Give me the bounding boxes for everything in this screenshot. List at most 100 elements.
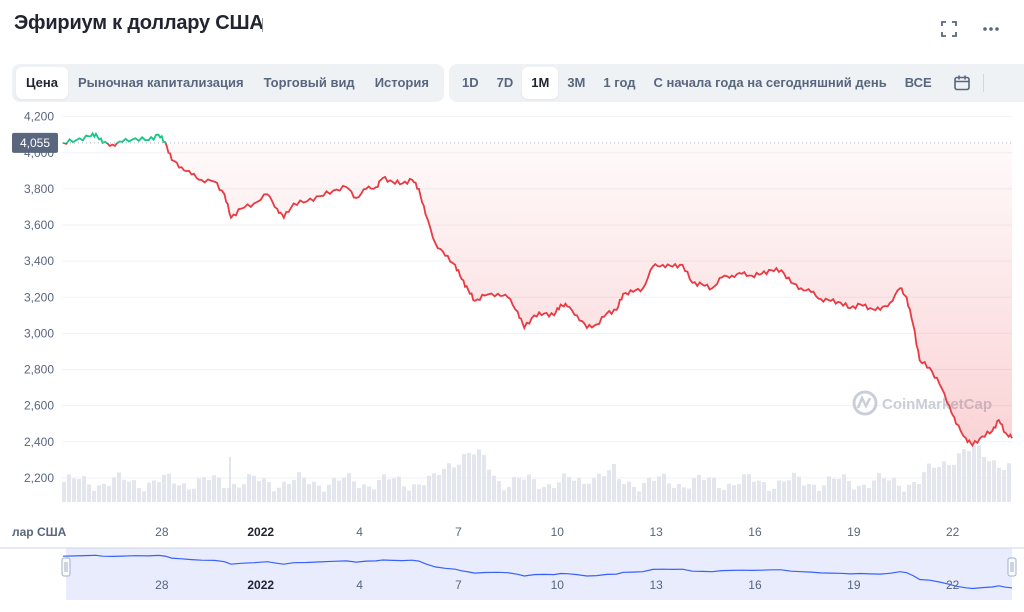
volume-bar: [377, 480, 381, 502]
volume-bar: [802, 485, 806, 502]
volume-bar: [347, 473, 351, 502]
volume-bar: [357, 488, 361, 502]
tab-market-cap[interactable]: Рыночная капитализация: [77, 75, 244, 90]
price-badge-background: [12, 132, 58, 153]
volume-bar: [172, 483, 176, 502]
x-tick-label: 10: [551, 525, 565, 539]
navigator-tick-label: 28: [155, 578, 169, 592]
volume-bar: [517, 477, 521, 502]
x-tick-label: 2022: [247, 525, 274, 539]
volume-bar: [997, 467, 1001, 502]
coinmarketcap-logo-icon: [852, 390, 878, 416]
range-all[interactable]: ВСЕ: [904, 75, 932, 90]
volume-bar: [557, 482, 561, 502]
expand-icon[interactable]: [938, 18, 960, 40]
volume-bar: [452, 467, 456, 502]
range-1d[interactable]: 1D: [462, 75, 479, 90]
volume-bar: [272, 491, 276, 502]
calendar-icon[interactable]: [953, 74, 971, 92]
navigator-tick-label: 7: [455, 578, 462, 592]
volume-bar: [342, 477, 346, 502]
more-icon[interactable]: [980, 18, 1002, 40]
volume-bar: [117, 472, 121, 502]
volume-bar: [837, 478, 841, 502]
tab-trading-view[interactable]: Торговый вид: [263, 75, 355, 90]
volume-bar: [167, 473, 171, 502]
volume-bar: [237, 487, 241, 502]
volume-bar: [327, 484, 331, 502]
volume-bar: [247, 474, 251, 502]
volume-bar: [367, 486, 371, 502]
volume-bar: [572, 480, 576, 502]
volume-bars: [62, 445, 1011, 502]
volume-bar: [607, 470, 611, 502]
navigator-right-handle[interactable]: [1007, 557, 1017, 577]
volume-bar: [737, 484, 741, 502]
volume-bar: [707, 477, 711, 502]
volume-bar: [242, 484, 246, 502]
volume-bar: [892, 477, 896, 502]
volume-bar: [467, 452, 471, 502]
range-3m[interactable]: 3M: [567, 75, 586, 90]
volume-bar: [962, 449, 966, 502]
volume-bar: [957, 453, 961, 502]
volume-bar: [642, 482, 646, 502]
x-tick-label: 22: [946, 525, 960, 539]
x-tick-label: 19: [847, 525, 861, 539]
range-navigator[interactable]: лар США 28 2022 4 7 10 13 16 19 22: [0, 525, 1024, 600]
volume-bar: [697, 474, 701, 502]
navigator-tick-label: 13: [649, 578, 663, 592]
tab-history[interactable]: История: [374, 75, 429, 90]
volume-bar: [132, 480, 136, 502]
volume-bar: [507, 487, 511, 502]
navigator-tick-label: 19: [847, 578, 861, 592]
volume-bar: [582, 483, 586, 502]
volume-bar: [462, 453, 466, 502]
volume-bar: [262, 478, 266, 502]
volume-bar: [177, 485, 181, 502]
volume-bar: [847, 481, 851, 502]
volume-bar: [877, 473, 881, 502]
volume-bar: [587, 483, 591, 502]
volume-bar: [207, 480, 211, 502]
volume-bar: [372, 489, 376, 502]
navigator-price-line: [62, 554, 1013, 590]
volume-bar: [817, 490, 821, 502]
navigator-left-handle[interactable]: [61, 557, 71, 577]
price-chart[interactable]: CoinMarketCap 4,2004,0003,8003,6003,4003…: [0, 104, 1024, 612]
y-tick-label: 3,800: [24, 182, 54, 196]
volume-bar: [842, 474, 846, 502]
text-cursor: [262, 18, 263, 32]
volume-bar: [487, 469, 491, 502]
volume-bar: [927, 463, 931, 502]
volume-bar: [297, 472, 301, 502]
tab-price[interactable]: Цена: [16, 67, 68, 99]
time-range-tabs: 1D 7D 1M 3M 1 год С начала года на сегод…: [449, 64, 1024, 102]
range-1m[interactable]: 1M: [522, 67, 559, 99]
price-line-below-reference: [62, 142, 1013, 448]
volume-bar: [857, 485, 861, 502]
volume-bar: [867, 487, 871, 502]
volume-bar: [757, 480, 761, 502]
x-tick-label: 28: [155, 525, 169, 539]
volume-bar: [67, 474, 71, 502]
range-divider: [982, 74, 984, 92]
volume-bar: [597, 473, 601, 502]
volume-bar: [812, 484, 816, 502]
volume-bar: [332, 477, 336, 502]
volume-bar: [797, 476, 801, 502]
range-7d[interactable]: 7D: [496, 75, 514, 90]
volume-bar: [447, 463, 451, 502]
volume-bar: [322, 491, 326, 502]
volume-bar: [187, 489, 191, 502]
y-tick-label: 3,600: [24, 218, 54, 232]
volume-bar: [677, 483, 681, 502]
range-ytd[interactable]: С начала года на сегодняшний день: [653, 75, 887, 90]
volume-bar: [562, 473, 566, 502]
logo-ring: [852, 390, 878, 416]
volume-bar: [992, 460, 996, 502]
volume-bar: [862, 484, 866, 502]
volume-bar: [712, 477, 716, 502]
range-1y[interactable]: 1 год: [603, 75, 636, 90]
volume-bar: [472, 454, 476, 502]
